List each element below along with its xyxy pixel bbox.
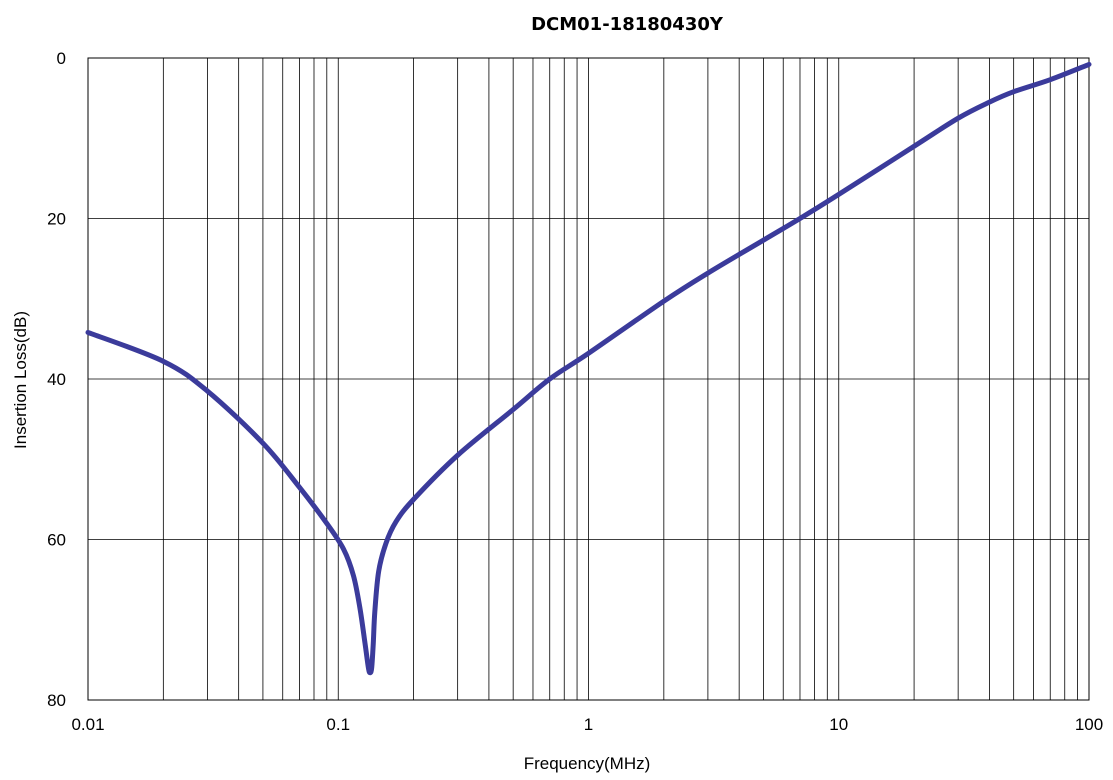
chart-title: DCM01-18180430Y (531, 14, 724, 35)
y-tick-label: 80 (47, 691, 66, 710)
x-tick-labels: 0.01 0.1 1 10 100 (71, 715, 1103, 734)
y-tick-label: 60 (47, 531, 66, 550)
plot-frame (87, 57, 1090, 701)
x-tick-label: 0.01 (71, 715, 104, 734)
y-tick-labels: 0 20 40 60 80 (47, 49, 66, 710)
x-tick-label: 100 (1075, 715, 1103, 734)
y-axis-label: Insertion Loss(dB) (11, 311, 30, 449)
y-tick-label: 40 (47, 370, 66, 389)
x-axis-label: Frequency(MHz) (524, 754, 651, 773)
y-tick-label: 20 (47, 210, 66, 229)
x-tick-label: 1 (584, 715, 593, 734)
series-line-insertion-loss (85, 61, 1092, 676)
grid-lines (88, 58, 1089, 700)
x-tick-label: 10 (829, 715, 848, 734)
x-tick-label: 0.1 (326, 715, 350, 734)
y-tick-label: 0 (57, 49, 66, 68)
